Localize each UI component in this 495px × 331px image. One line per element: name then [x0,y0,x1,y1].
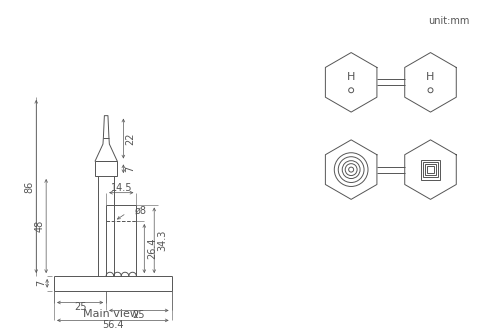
Text: H: H [347,72,355,82]
Text: 7: 7 [125,166,135,172]
Text: 25: 25 [133,310,145,320]
Text: 86: 86 [24,180,34,193]
Text: ø8: ø8 [134,206,147,216]
Text: 22: 22 [125,132,135,145]
Text: 14.5: 14.5 [110,183,132,193]
Text: 7: 7 [36,280,46,286]
Text: 26.4: 26.4 [147,238,157,259]
Text: 25: 25 [74,303,86,312]
Text: H: H [426,72,435,82]
Text: unit:mm: unit:mm [428,16,469,26]
Text: Main view: Main view [83,309,139,319]
Text: 48: 48 [34,220,44,232]
Text: 34.3: 34.3 [157,230,167,251]
Text: 56.4: 56.4 [102,320,124,330]
